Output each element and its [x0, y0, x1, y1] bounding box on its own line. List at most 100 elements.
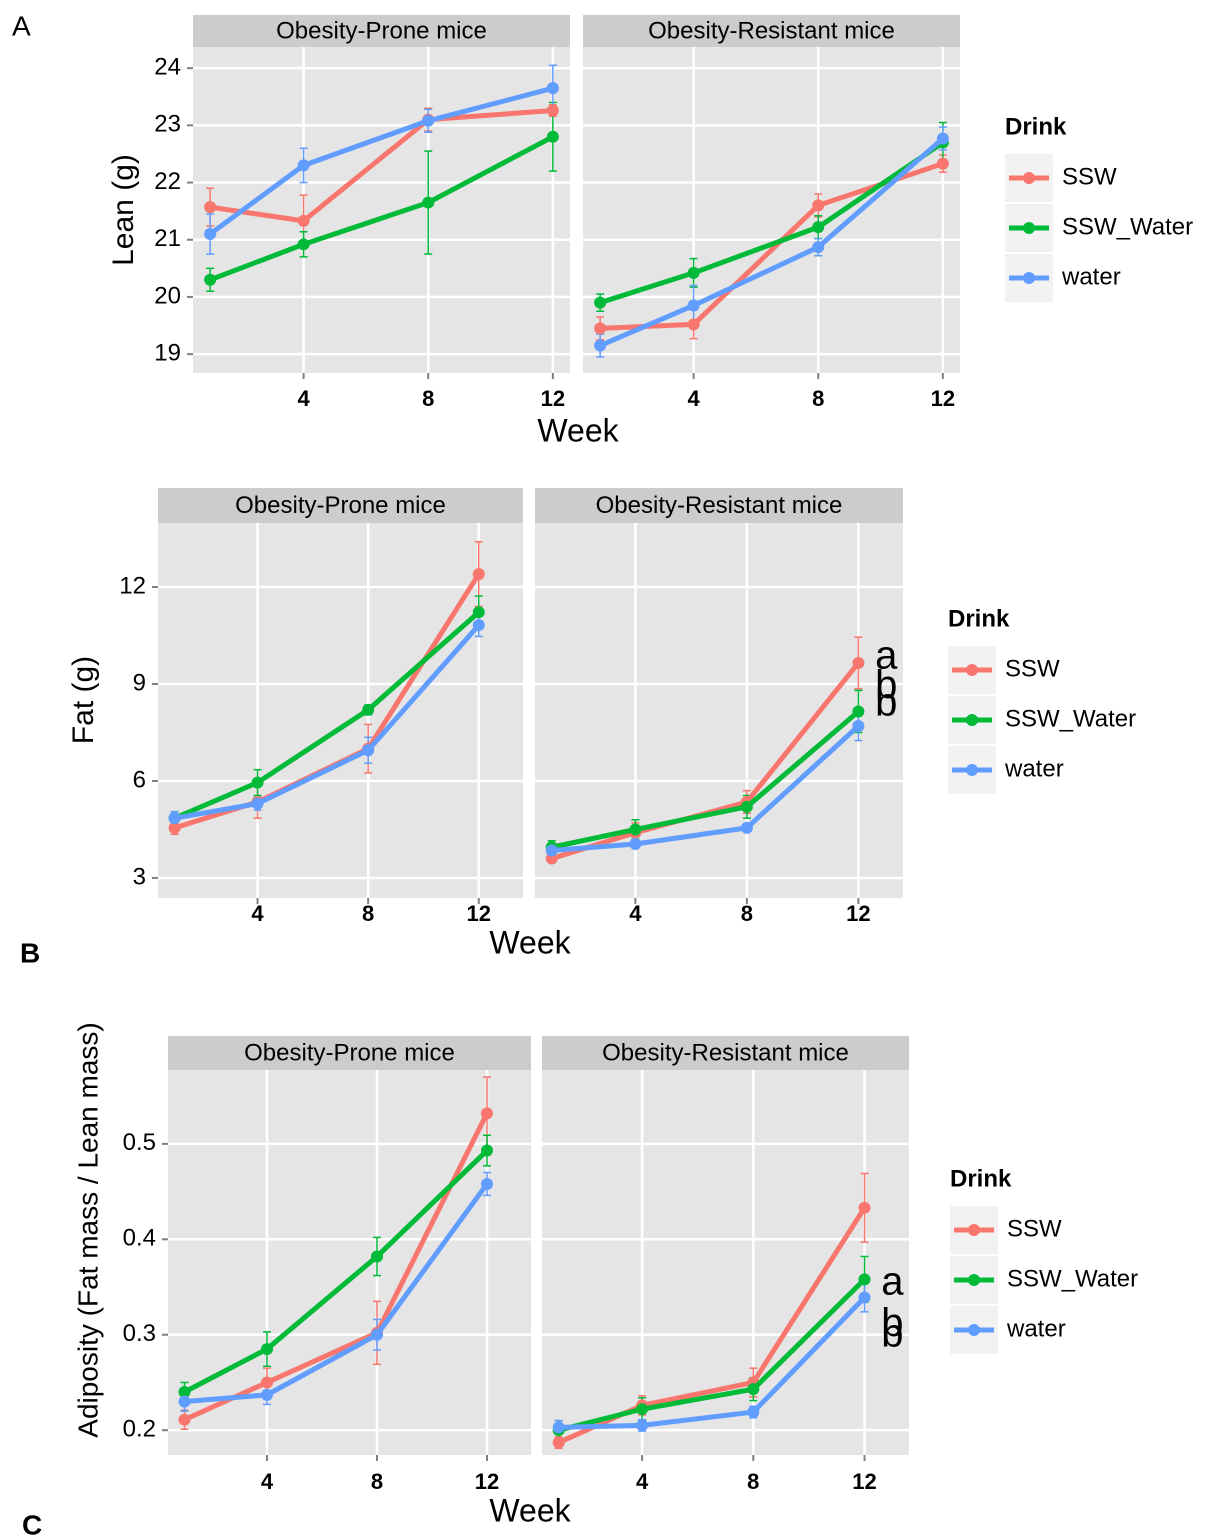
strip-title: Obesity-Resistant mice	[596, 492, 843, 519]
data-point	[812, 199, 825, 212]
strip	[583, 15, 960, 47]
legend-title: Drink	[948, 605, 1010, 632]
annotation: b	[875, 663, 897, 707]
data-point	[251, 776, 264, 789]
data-point	[687, 266, 700, 279]
data-point	[858, 1291, 871, 1304]
x-tick-label: 8	[422, 386, 434, 411]
y-tick-label: 20	[154, 282, 181, 309]
legend-label: SSW	[1005, 655, 1060, 682]
data-point	[629, 838, 642, 851]
panel-label: A	[12, 10, 31, 41]
legend-label: water	[1061, 263, 1121, 290]
data-point	[204, 273, 217, 286]
annotation: a	[875, 634, 898, 678]
data-point	[812, 221, 825, 234]
data-point	[178, 1395, 191, 1408]
legend-dot	[1023, 272, 1035, 284]
data-point	[594, 322, 607, 335]
legend-label: SSW_Water	[1062, 213, 1193, 240]
strip	[158, 488, 523, 523]
legend-label: SSW_Water	[1005, 705, 1136, 732]
legend-label: SSW	[1007, 1215, 1062, 1242]
data-point	[481, 1107, 493, 1120]
legend-title: Drink	[950, 1165, 1012, 1192]
data-point	[168, 812, 181, 825]
data-point	[858, 1201, 871, 1214]
strip-title: Obesity-Prone mice	[235, 492, 446, 519]
strip-title: Obesity-Resistant mice	[602, 1039, 849, 1066]
y-axis-title: Lean (g)	[107, 154, 140, 266]
panel	[168, 1070, 531, 1455]
data-point	[936, 132, 949, 145]
series-line	[183, 1112, 490, 1422]
y-axis-title: Fat (g)	[67, 656, 100, 744]
strip	[542, 1036, 909, 1070]
x-tick-label: 12	[475, 1469, 499, 1494]
x-axis-title: Week	[537, 412, 619, 448]
x-tick-label: 4	[629, 901, 642, 926]
data-point	[422, 114, 435, 127]
panel-label: C	[22, 1509, 42, 1540]
panel	[583, 47, 960, 373]
panel	[542, 1070, 909, 1455]
data-point	[297, 238, 310, 251]
strip	[168, 1036, 531, 1070]
data-point	[545, 844, 558, 857]
data-point	[687, 299, 700, 312]
x-tick-label: 8	[741, 901, 753, 926]
data-point	[740, 821, 753, 834]
legend-dot	[966, 664, 978, 676]
x-tick-label: 4	[636, 1469, 649, 1494]
data-point	[422, 196, 435, 209]
x-tick-label: 4	[261, 1469, 274, 1494]
data-point	[472, 568, 485, 581]
data-point	[852, 720, 865, 733]
strip-title: Obesity-Prone mice	[244, 1039, 455, 1066]
series-line	[183, 1148, 489, 1395]
legend-label: water	[1004, 755, 1064, 782]
data-point	[261, 1388, 273, 1401]
data-point	[546, 104, 559, 117]
legend-title: Drink	[1005, 113, 1067, 140]
data-point	[178, 1386, 191, 1399]
data-point	[362, 744, 375, 757]
series-line	[551, 724, 861, 853]
annotation: a	[881, 1260, 904, 1304]
data-point	[852, 705, 865, 718]
data-point	[481, 1177, 493, 1190]
y-axis-title: Adiposity (Fat mass / Lean mass)	[72, 1022, 103, 1437]
data-point	[371, 1250, 383, 1263]
data-point	[168, 821, 181, 834]
x-tick-label: 12	[852, 1469, 876, 1494]
data-point	[594, 296, 607, 309]
y-tick-label: 0.3	[123, 1320, 156, 1347]
x-tick-label: 4	[687, 386, 700, 411]
legend-label: water	[1006, 1315, 1066, 1342]
y-tick-label: 3	[133, 863, 146, 890]
data-point	[261, 1343, 273, 1356]
y-tick-label: 0.4	[123, 1225, 156, 1252]
data-point	[546, 82, 559, 95]
data-point	[178, 1413, 191, 1426]
annotation: b	[875, 681, 897, 725]
x-axis-title: Week	[489, 1492, 571, 1528]
data-point	[204, 201, 217, 214]
y-tick-label: 19	[154, 339, 181, 366]
data-point	[297, 214, 310, 227]
data-point	[740, 800, 753, 813]
data-point	[251, 797, 264, 810]
legend-label: SSW	[1062, 163, 1117, 190]
strip	[193, 15, 570, 47]
data-point	[472, 619, 485, 632]
data-point	[594, 339, 607, 352]
x-tick-label: 12	[541, 386, 565, 411]
y-tick-label: 21	[154, 225, 181, 252]
x-tick-label: 8	[747, 1469, 759, 1494]
x-tick-label: 8	[812, 386, 824, 411]
data-point	[636, 1419, 649, 1432]
panel	[535, 523, 903, 898]
data-point	[852, 656, 865, 669]
legend-dot	[966, 714, 978, 726]
x-tick-label: 12	[846, 901, 870, 926]
